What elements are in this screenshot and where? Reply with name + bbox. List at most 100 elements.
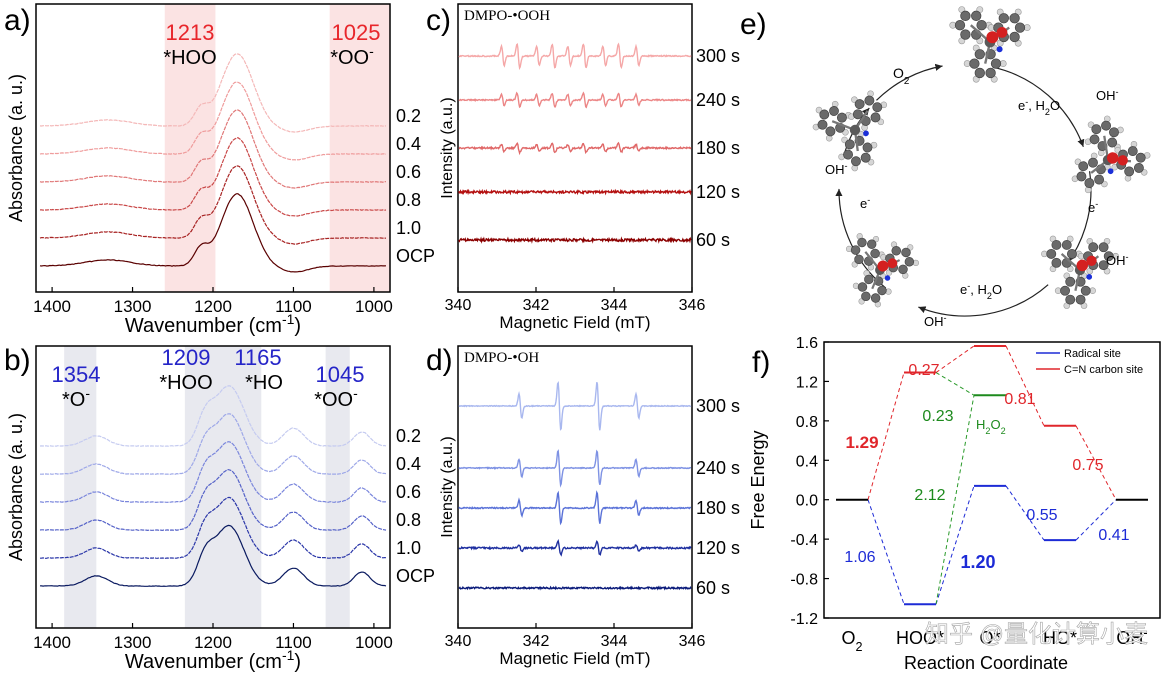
energy-connector [935, 345, 975, 373]
band-position: 1213 [166, 20, 215, 45]
panel-title: DMPO-•OH [464, 350, 539, 366]
series-label: 0.4 [396, 454, 421, 474]
x-tick-label: 346 [679, 297, 706, 314]
energy-connector [867, 372, 905, 500]
band-position: 1045 [316, 362, 365, 387]
spectrum-line [40, 413, 387, 475]
energy-connector [935, 372, 975, 396]
x-axis-label: Wavenumber (cm-1) [125, 311, 301, 337]
highlight-band [329, 4, 390, 292]
annotation: 0.55 [1026, 507, 1057, 524]
x-category-label: HO* [1043, 628, 1077, 648]
epr-spectrum [458, 236, 692, 244]
spectrum-line [39, 81, 387, 161]
x-tick-label: 1100 [275, 297, 312, 316]
series-label: 0.2 [396, 106, 421, 126]
molecule-model [812, 90, 888, 172]
x-category-label: OH- [1116, 626, 1147, 648]
annotation: H2O2 [976, 417, 1006, 436]
band-species: *HO [245, 372, 283, 394]
panel-letter: a) [4, 4, 31, 37]
series-label: 120 s [696, 538, 740, 558]
y-axis-label: Absorbance (a. u.) [6, 74, 26, 222]
series-label: 240 s [696, 458, 740, 478]
watermark-text: 知乎 @量化计算小麦 [925, 621, 1148, 648]
band-species: *OO- [330, 43, 374, 69]
band-species: *HOO [163, 47, 216, 69]
series-label: 0.8 [396, 190, 421, 210]
spectrum-line [39, 53, 387, 133]
series-label: 120 s [696, 182, 740, 202]
y-tick-label: -0.8 [790, 572, 818, 589]
x-axis-label: Magnetic Field (mT) [499, 649, 650, 668]
epr-spectrum [458, 141, 692, 156]
energy-connector [1075, 499, 1117, 541]
y-tick-label: -0.4 [790, 532, 818, 549]
highlight-band [64, 346, 97, 628]
annotation: 1.06 [844, 549, 875, 566]
energy-connector [867, 499, 905, 605]
panel-letter: c) [426, 4, 451, 37]
epr-spectrum [458, 538, 692, 557]
series-label: 300 s [696, 46, 740, 66]
y-tick-label: 0.0 [796, 493, 818, 510]
cycle-label-e-h2o: e-, H2O [1018, 97, 1060, 117]
molecule-model [845, 233, 920, 308]
band-position: 1025 [332, 20, 381, 45]
annotation: 0.23 [922, 408, 953, 425]
x-tick-label: 342 [523, 297, 550, 314]
x-tick-label: 340 [445, 633, 472, 650]
spectrum-line [40, 137, 387, 217]
series-label: 180 s [696, 498, 740, 518]
y-tick-label: 1.6 [796, 335, 818, 352]
x-category-label: O2 [841, 628, 862, 654]
x-axis-label: Reaction Coordinate [904, 653, 1068, 673]
series-label: 0.6 [396, 162, 421, 182]
x-tick-label: 1100 [275, 633, 312, 652]
cycle-label-oh: OH- [825, 161, 848, 177]
y-axis-label: Free Energy [748, 430, 768, 529]
series-label: 60 s [696, 578, 730, 598]
molecule-model [949, 6, 1031, 83]
spectrum-line [39, 468, 387, 532]
legend-label: C=N carbon site [1064, 364, 1143, 376]
band-position: 1354 [52, 362, 101, 387]
cycle-label-oh: OH- [1106, 252, 1129, 268]
panel-title: DMPO-•OOH [464, 8, 550, 24]
x-tick-label: 1400 [33, 633, 71, 652]
y-tick-label: 0.8 [796, 414, 818, 431]
molecule-model [1071, 115, 1151, 194]
x-tick-label: 344 [601, 633, 628, 650]
band-species: *O- [62, 385, 90, 411]
series-label: 0.6 [396, 482, 421, 502]
series-label: 0.4 [396, 134, 421, 154]
y-axis-label: Intensity (a.u.) [439, 436, 456, 537]
epr-spectrum [458, 490, 692, 526]
cycle-arrow [992, 66, 1085, 148]
epr-spectrum [458, 91, 692, 109]
annotation: 0.27 [908, 362, 939, 379]
spectrum-line [39, 165, 387, 245]
spectrum-line [39, 385, 387, 447]
annotation: 0.81 [1004, 391, 1035, 408]
panel-letter: f) [752, 346, 770, 379]
cycle-label-oh: OH- [924, 313, 947, 329]
highlight-band [184, 346, 262, 628]
band-species: *OO- [314, 385, 358, 411]
series-label: 60 s [696, 230, 730, 250]
y-axis-label: Intensity (a.u.) [439, 97, 456, 198]
x-tick-label: 1200 [194, 297, 232, 316]
series-label: OCP [396, 566, 435, 586]
x-tick-label: 342 [523, 633, 550, 650]
epr-spectrum [458, 188, 692, 196]
series-label: 180 s [696, 138, 740, 158]
x-tick-label: 340 [445, 297, 472, 314]
series-label: 300 s [696, 396, 740, 416]
highlight-band [325, 346, 350, 628]
spectrum-line [39, 193, 387, 273]
x-tick-label: 1400 [33, 297, 71, 316]
annotation: 0.75 [1072, 457, 1103, 474]
panel-letter: d) [426, 344, 453, 377]
molecule-model [1041, 235, 1119, 309]
